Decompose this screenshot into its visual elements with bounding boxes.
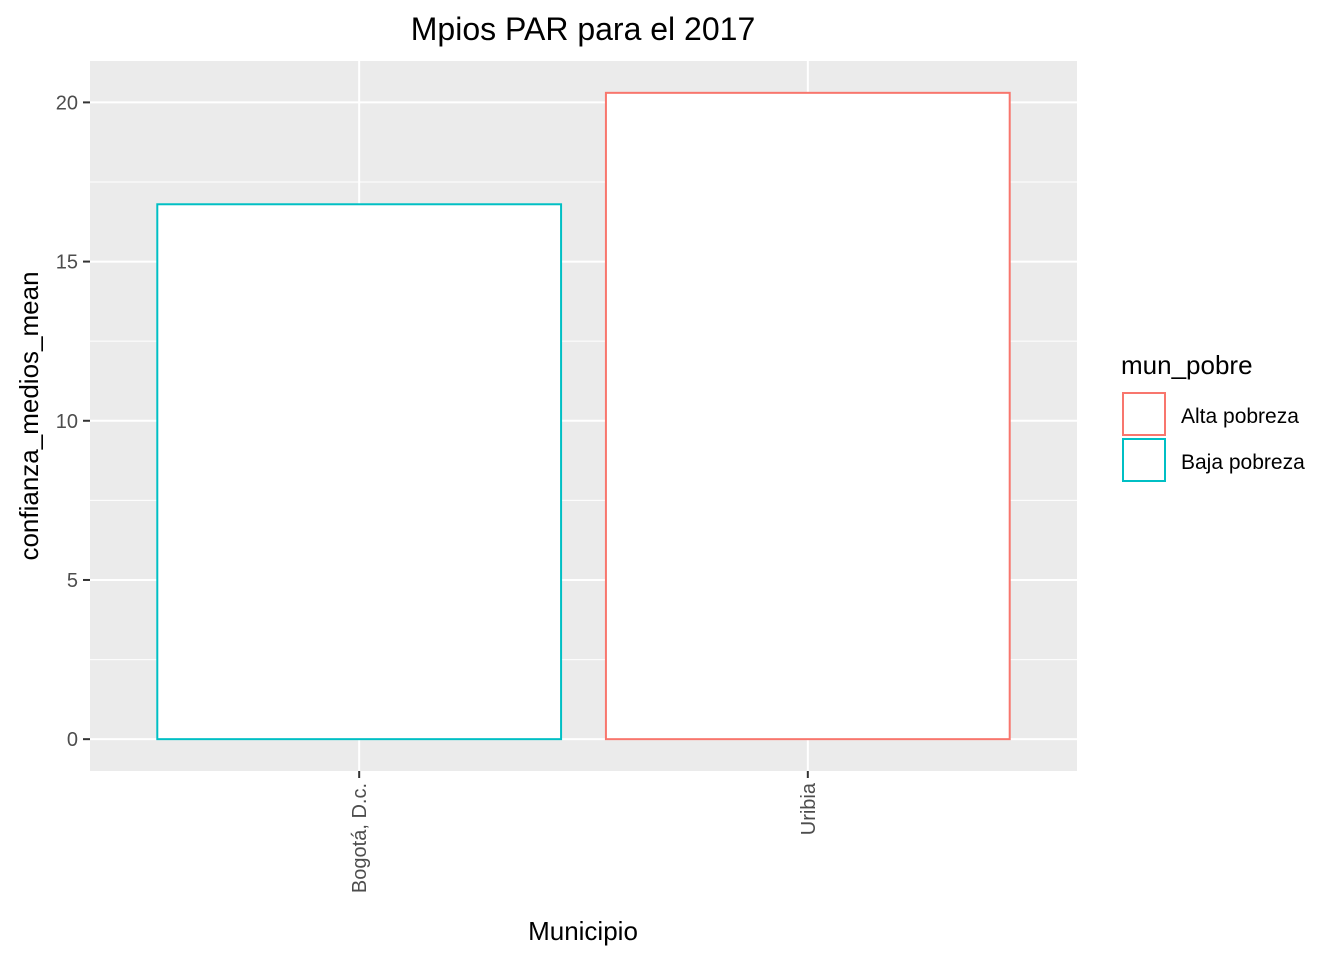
legend-key-baja-pobreza <box>1122 438 1166 482</box>
legend-key-alta-pobreza <box>1122 392 1166 436</box>
y-tick-label: 15 <box>56 252 78 274</box>
legend: mun_pobre Alta pobreza Baja pobreza <box>1121 350 1305 482</box>
y-tick-label: 10 <box>56 411 78 433</box>
x-tick-label: Bogotá, D.c. <box>349 783 371 893</box>
bar <box>156 203 563 741</box>
x-tick-label: Uribia <box>798 782 820 835</box>
y-axis-title: confianza_medios_mean <box>14 271 44 560</box>
bar <box>604 91 1011 741</box>
chart-title: Mpios PAR para el 2017 <box>411 11 755 47</box>
bars <box>156 91 1011 741</box>
legend-title: mun_pobre <box>1121 350 1253 380</box>
y-tick-label: 20 <box>56 92 78 114</box>
y-tick-label: 0 <box>67 729 78 751</box>
legend-label-alta-pobreza: Alta pobreza <box>1181 405 1299 428</box>
legend-label-baja-pobreza: Baja pobreza <box>1181 451 1305 474</box>
x-axis-title: Municipio <box>528 916 638 946</box>
y-axis-ticks: 0 5 10 15 20 <box>56 92 90 751</box>
x-axis-ticks: Bogotá, D.c. Uribia <box>349 771 820 893</box>
y-tick-label: 5 <box>67 570 78 592</box>
